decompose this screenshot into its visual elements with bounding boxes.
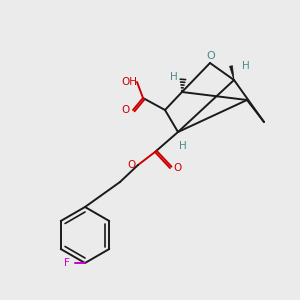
Text: H: H <box>179 141 187 151</box>
Text: H: H <box>170 72 178 82</box>
Text: O: O <box>121 105 129 115</box>
Text: F: F <box>64 258 70 268</box>
Polygon shape <box>230 66 234 80</box>
Text: O: O <box>173 163 181 173</box>
Text: H: H <box>242 61 250 71</box>
Text: OH: OH <box>121 77 137 87</box>
Text: O: O <box>127 160 135 170</box>
Text: O: O <box>207 51 215 61</box>
